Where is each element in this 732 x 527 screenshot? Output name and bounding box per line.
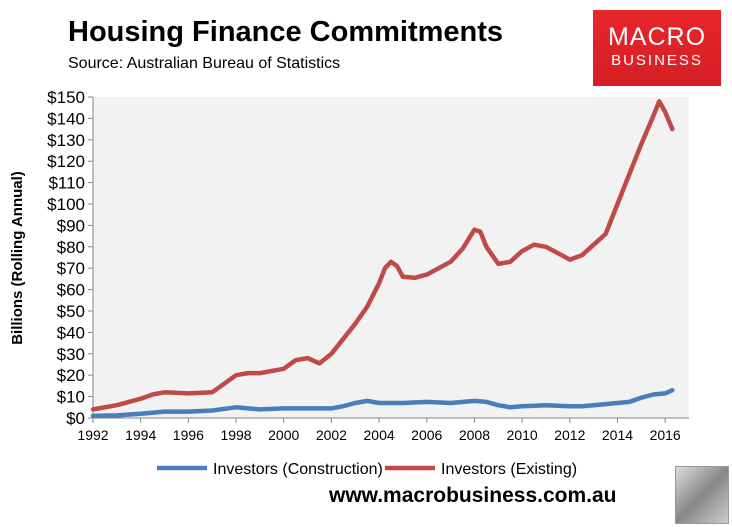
y-tick-label: $100 [47, 195, 85, 214]
website-url: www.macrobusiness.com.au [329, 484, 617, 507]
y-tick-label: $120 [47, 152, 85, 171]
y-tick-label: $80 [57, 238, 85, 257]
logo-line1: MACRO [607, 23, 707, 51]
x-tick-label: 2010 [507, 427, 538, 443]
y-tick-label: $20 [57, 366, 85, 385]
y-tick-label: $40 [57, 323, 85, 342]
chart-subtitle: Source: Australian Bureau of Statistics [68, 55, 341, 72]
x-tick-label: 1994 [125, 427, 156, 443]
x-tick-label: 1992 [77, 427, 108, 443]
legend-label: Investors (Construction) [213, 461, 383, 478]
x-tick-label: 2014 [602, 427, 633, 443]
y-axis-label: Billions (Rolling Annual) [9, 171, 26, 345]
legend-label: Investors (Existing) [441, 461, 577, 478]
y-tick-label: $130 [47, 131, 85, 150]
wolf-logo-image [675, 466, 729, 524]
y-tick-label: $70 [57, 259, 85, 278]
x-tick-label: 2002 [316, 427, 347, 443]
x-tick-label: 2016 [650, 427, 681, 443]
y-tick-label: $90 [57, 216, 85, 235]
x-tick-label: 2004 [364, 427, 395, 443]
x-tick-label: 2006 [411, 427, 442, 443]
y-tick-label: $140 [47, 109, 85, 128]
series-line-existing [90, 99, 675, 412]
plot-area [93, 97, 689, 418]
macrobusiness-logo: MACRO BUSINESS [593, 10, 721, 86]
y-tick-label: $110 [48, 174, 85, 193]
y-tick-label: $50 [57, 302, 85, 321]
y-tick-label: $60 [57, 281, 85, 300]
y-tick-label: $30 [57, 345, 85, 364]
x-tick-label: 2008 [459, 427, 490, 443]
y-tick-label: $150 [47, 88, 85, 107]
y-tick-label: $0 [66, 409, 85, 428]
x-tick-label: 1996 [173, 427, 204, 443]
chart-title: Housing Finance Commitments [68, 16, 504, 48]
logo-line2: BUSINESS [611, 52, 703, 69]
y-tick-label: $10 [57, 388, 85, 407]
series-line-construction [90, 387, 675, 419]
x-tick-label: 2000 [268, 427, 299, 443]
x-tick-label: 2012 [554, 427, 585, 443]
x-tick-label: 1998 [220, 427, 251, 443]
